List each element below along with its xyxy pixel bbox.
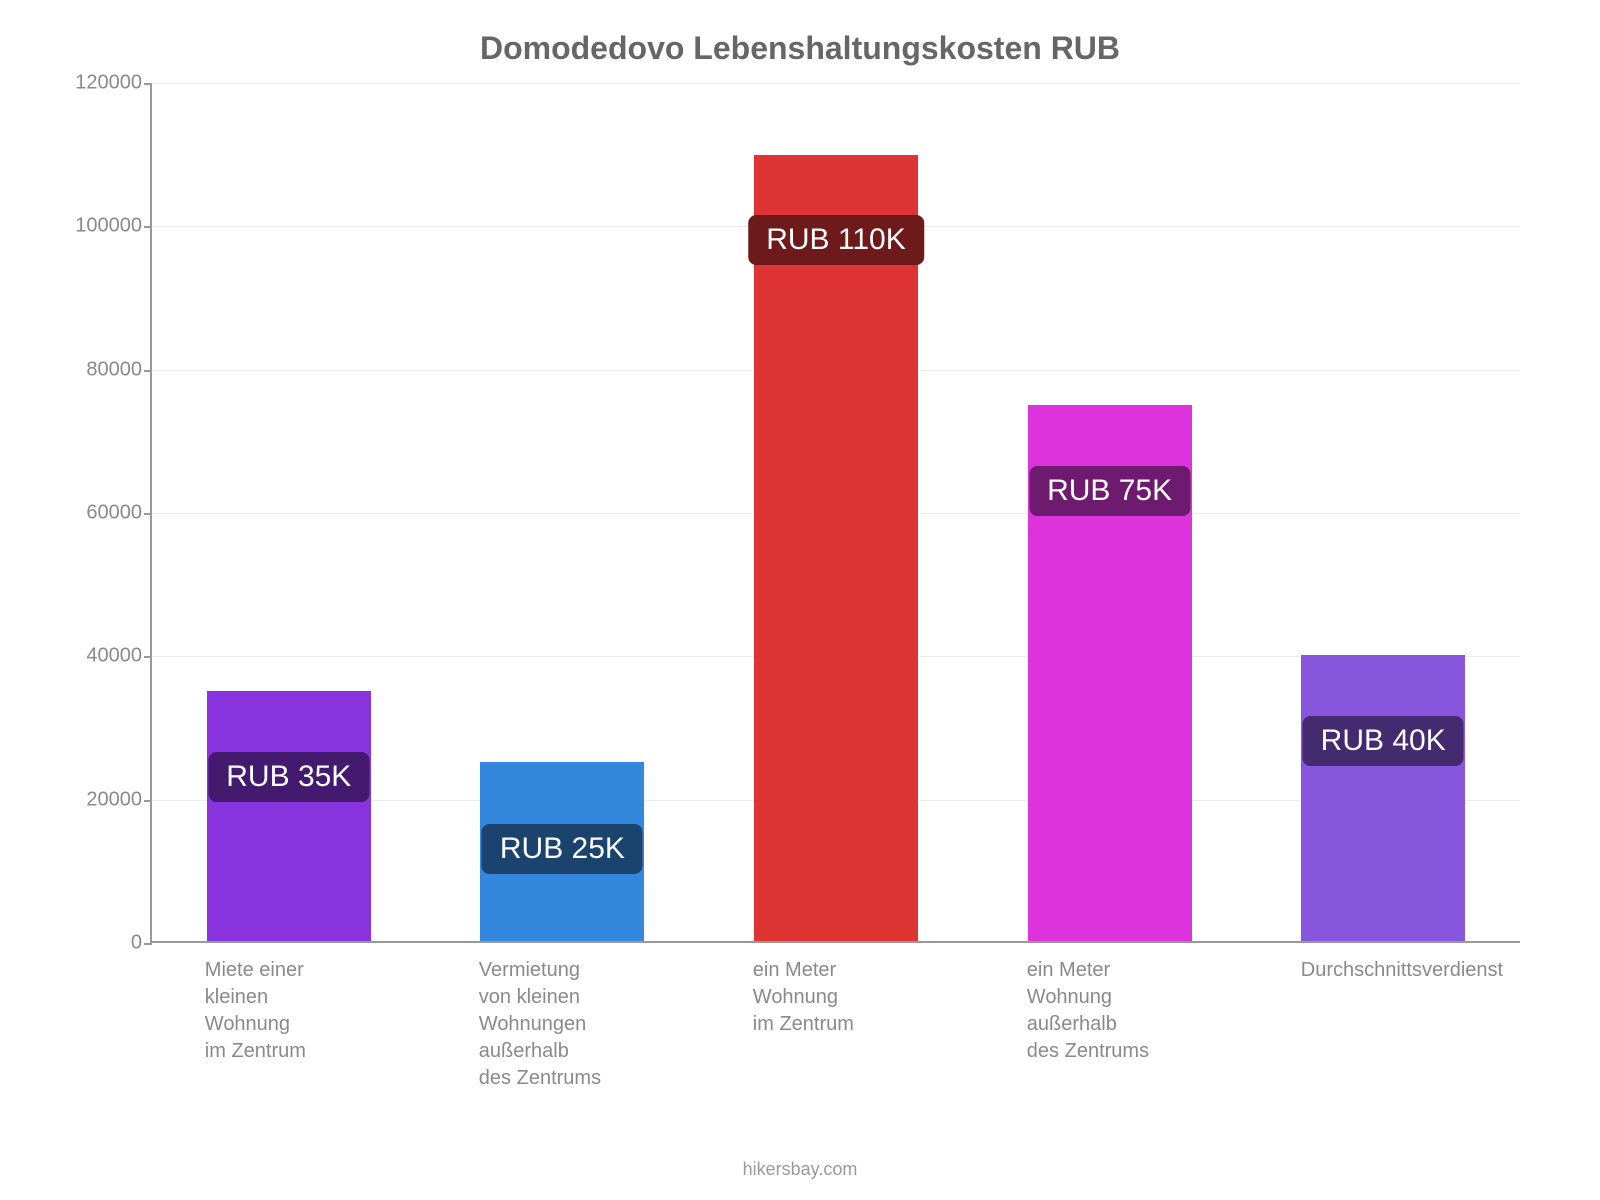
chart-container: Domodedovo Lebenshaltungskosten RUB 0200… <box>0 0 1600 1200</box>
y-tick-mark <box>144 226 152 228</box>
value-badge: RUB 75K <box>1029 466 1190 516</box>
value-badge: RUB 40K <box>1303 716 1464 766</box>
bar-column: RUB 75K <box>1028 83 1192 941</box>
chart-title: Domodedovo Lebenshaltungskosten RUB <box>40 30 1560 67</box>
x-axis-label: Miete einer kleinen Wohnung im Zentrum <box>205 957 369 1065</box>
y-tick-mark <box>144 800 152 802</box>
y-tick-label: 80000 <box>42 358 142 381</box>
bar <box>1301 655 1465 941</box>
bar-column: RUB 110K <box>754 83 918 941</box>
x-axis-label: ein Meter Wohnung im Zentrum <box>753 957 917 1038</box>
bar <box>207 691 371 941</box>
attribution: hikersbay.com <box>0 1159 1600 1180</box>
plot-area: 020000400006000080000100000120000RUB 35K… <box>150 83 1520 943</box>
y-tick-mark <box>144 513 152 515</box>
x-axis-label: Vermietung von kleinen Wohnungen außerha… <box>479 957 643 1092</box>
y-tick-mark <box>144 656 152 658</box>
y-tick-label: 120000 <box>42 72 142 95</box>
y-tick-label: 40000 <box>42 645 142 668</box>
y-tick-label: 60000 <box>42 502 142 525</box>
x-axis-labels: Miete einer kleinen Wohnung im Zentrum Ve… <box>150 943 1520 1143</box>
x-axis-label: Durchschnittsverdienst <box>1301 957 1465 984</box>
bar-column: RUB 35K <box>207 83 371 941</box>
y-tick-label: 100000 <box>42 215 142 238</box>
bar-column: RUB 25K <box>480 83 644 941</box>
y-tick-mark <box>144 370 152 372</box>
value-badge: RUB 35K <box>208 752 369 802</box>
value-badge: RUB 25K <box>482 824 643 874</box>
bar <box>754 155 918 942</box>
y-tick-mark <box>144 83 152 85</box>
bar-column: RUB 40K <box>1301 83 1465 941</box>
x-axis-label: ein Meter Wohnung außerhalb des Zentrums <box>1027 957 1191 1065</box>
value-badge: RUB 110K <box>748 215 924 265</box>
y-tick-label: 20000 <box>42 788 142 811</box>
bars-layer: RUB 35K RUB 25K RUB 110K RUB 75K RUB 40K <box>152 83 1520 941</box>
y-tick-label: 0 <box>42 932 142 955</box>
